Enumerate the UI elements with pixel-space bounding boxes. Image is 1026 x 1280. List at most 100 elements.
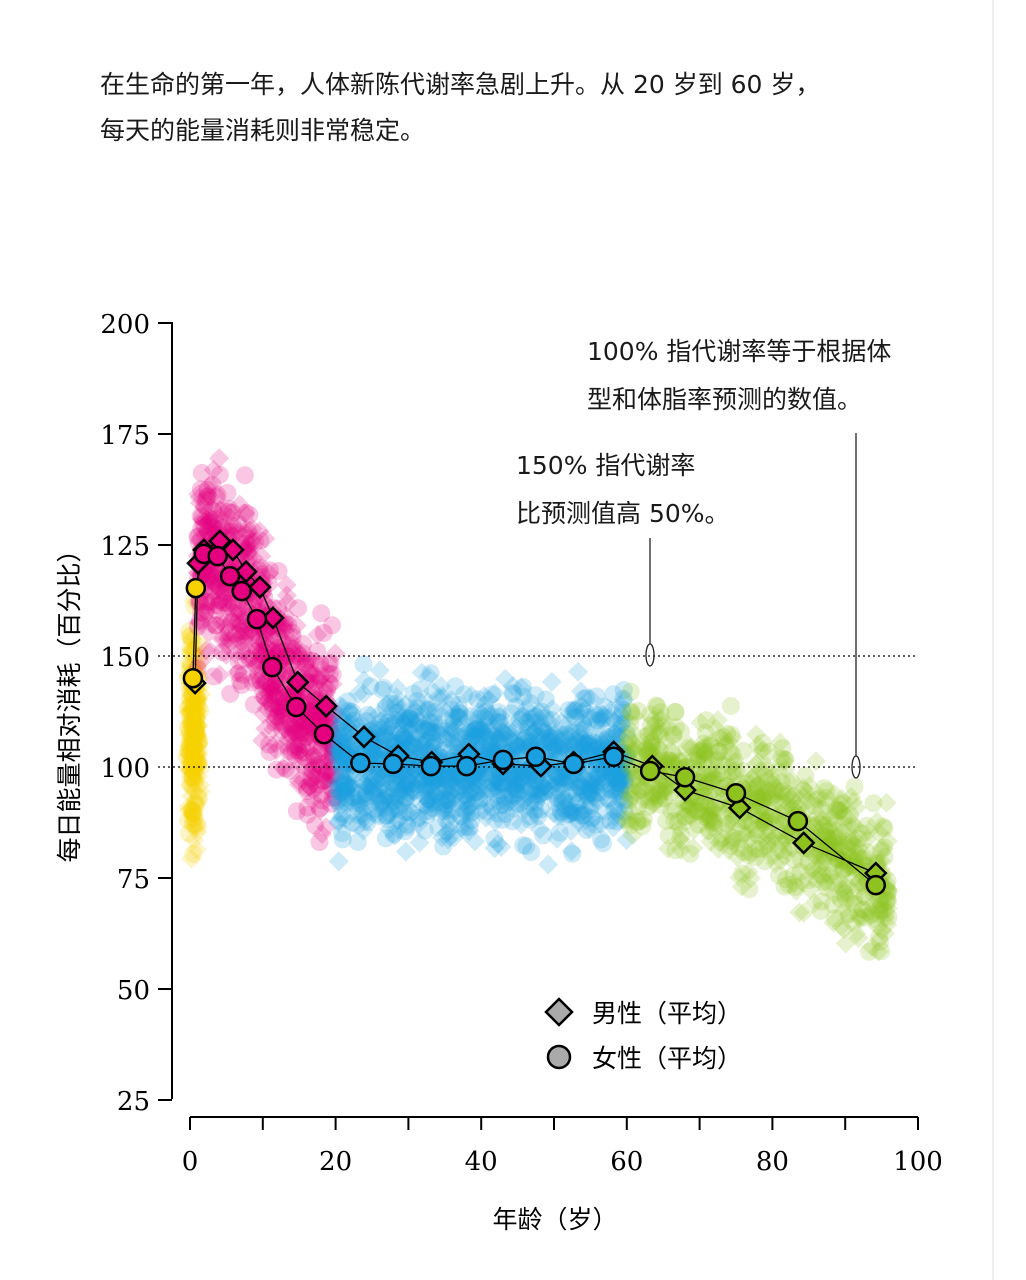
individual-point-diamond <box>302 757 323 778</box>
individual-point-circle <box>543 733 562 752</box>
individual-point-circle <box>247 671 266 690</box>
individual-point-circle <box>484 727 503 746</box>
individual-point-diamond <box>316 761 337 782</box>
individual-point-circle <box>280 724 299 743</box>
individual-point-circle <box>276 759 295 778</box>
individual-point-circle <box>544 736 563 755</box>
individual-point-diamond <box>192 509 213 530</box>
individual-point-diamond <box>278 644 299 665</box>
individual-point-diamond <box>216 644 237 665</box>
individual-point-circle <box>229 613 248 632</box>
individual-point-diamond <box>315 739 336 760</box>
individual-point-diamond <box>195 601 216 622</box>
individual-point-circle <box>206 510 225 529</box>
individual-point-circle <box>296 743 315 762</box>
individual-point-circle <box>296 655 315 674</box>
individual-point-circle <box>182 714 201 733</box>
individual-point-diamond <box>251 546 272 567</box>
individual-point-circle <box>186 772 205 791</box>
individual-point-diamond <box>182 747 203 768</box>
individual-point-circle <box>198 487 217 506</box>
individual-point-diamond <box>306 665 327 686</box>
individual-point-diamond <box>184 829 205 850</box>
individual-point-circle <box>251 531 270 550</box>
individual-point-diamond <box>266 740 287 761</box>
individual-point-diamond <box>184 705 205 726</box>
individual-point-circle <box>310 799 329 818</box>
individual-point-diamond <box>209 664 230 685</box>
individual-point-diamond <box>227 522 248 543</box>
individual-point-diamond <box>306 652 327 673</box>
annotation-100-line-2: 型和体脂率预测的数值。 <box>587 385 863 414</box>
individual-point-diamond <box>245 652 266 673</box>
individual-point-circle <box>568 794 587 813</box>
individual-point-circle <box>234 665 253 684</box>
individual-point-diamond <box>181 639 202 660</box>
individual-point-circle <box>662 742 681 761</box>
individual-point-circle <box>207 616 226 635</box>
individual-point-circle <box>229 664 248 683</box>
individual-point-circle <box>514 836 533 855</box>
individual-point-circle <box>328 791 347 810</box>
individual-point-circle <box>183 767 202 786</box>
individual-point-circle <box>188 817 207 836</box>
individual-point-circle <box>185 597 204 616</box>
individual-point-circle <box>335 774 354 793</box>
individual-point-circle <box>746 848 765 867</box>
individual-point-circle <box>312 785 331 804</box>
individual-point-diamond <box>260 677 281 698</box>
individual-point-diamond <box>328 851 349 872</box>
individual-point-diamond <box>199 487 220 508</box>
individual-point-diamond <box>610 762 631 783</box>
individual-point-diamond <box>189 734 210 755</box>
individual-point-diamond <box>186 756 207 777</box>
individual-point-circle <box>323 743 342 762</box>
individual-point-diamond <box>288 771 309 792</box>
individual-point-circle <box>379 712 398 731</box>
individual-point-circle <box>218 483 237 502</box>
individual-point-circle <box>368 761 387 780</box>
individual-point-circle <box>621 682 640 701</box>
individual-point-circle <box>580 800 599 819</box>
individual-point-circle <box>214 501 233 520</box>
individual-point-diamond <box>311 758 332 779</box>
individual-point-circle <box>255 687 274 706</box>
individual-point-diamond <box>185 736 206 757</box>
individual-point-circle <box>235 634 254 653</box>
individual-point-diamond <box>184 718 205 739</box>
individual-point-diamond <box>568 661 589 682</box>
individual-point-diamond <box>183 744 204 765</box>
individual-point-circle <box>289 644 308 663</box>
individual-point-circle <box>449 781 468 800</box>
individual-point-diamond <box>218 629 239 650</box>
individual-point-circle <box>183 747 202 766</box>
individual-point-diamond <box>319 745 340 766</box>
individual-point-circle <box>386 695 405 714</box>
individual-point-diamond <box>181 725 202 746</box>
individual-point-diamond <box>238 624 259 645</box>
individual-point-diamond <box>227 661 248 682</box>
individual-point-diamond <box>573 713 594 734</box>
individual-point-diamond <box>274 735 295 756</box>
individual-point-circle <box>256 672 275 691</box>
individual-point-diamond <box>280 724 301 745</box>
individual-point-diamond <box>199 507 220 528</box>
individual-point-circle <box>180 747 199 766</box>
individual-point-circle <box>202 592 221 611</box>
individual-point-circle <box>183 730 202 749</box>
individual-point-diamond <box>365 745 386 766</box>
individual-point-diamond <box>221 610 242 631</box>
individual-point-diamond <box>179 736 200 757</box>
individual-point-circle <box>222 612 241 631</box>
individual-point-circle <box>202 566 221 585</box>
individual-point-circle <box>299 738 318 757</box>
individual-point-diamond <box>242 534 263 555</box>
individual-point-diamond <box>260 693 281 714</box>
individual-point-diamond <box>232 631 253 652</box>
female-mean-point <box>603 746 624 768</box>
individual-point-circle <box>328 750 347 769</box>
individual-point-diamond <box>184 780 205 801</box>
y-tick-label: 50 <box>117 976 150 1006</box>
individual-point-diamond <box>182 805 203 826</box>
individual-point-circle <box>260 561 279 580</box>
